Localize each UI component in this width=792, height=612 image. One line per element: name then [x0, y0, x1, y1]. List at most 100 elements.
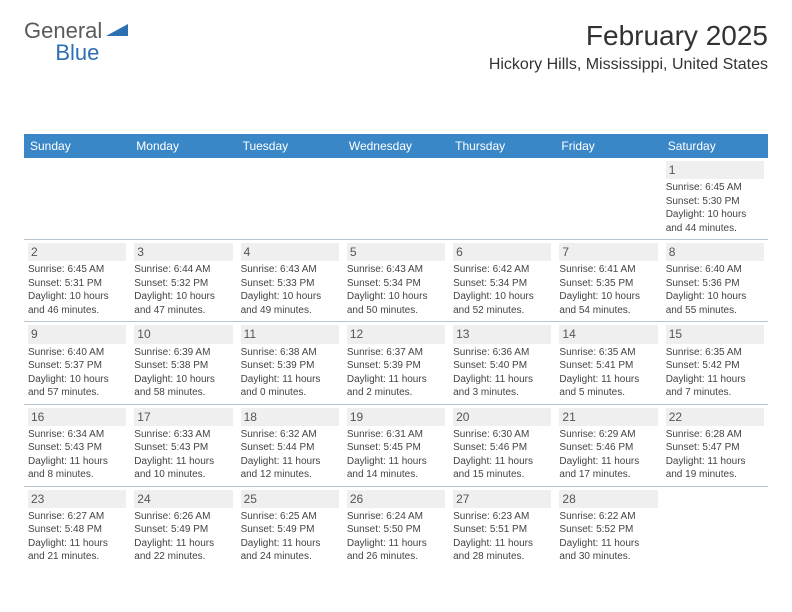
day-number-empty — [241, 161, 339, 179]
day-number: 19 — [347, 408, 445, 426]
calendar-day: 3Sunrise: 6:44 AMSunset: 5:32 PMDaylight… — [130, 240, 236, 321]
daylight-line: Daylight: 11 hours and 21 minutes. — [28, 537, 126, 564]
day-number-empty — [134, 161, 232, 179]
day-number: 16 — [28, 408, 126, 426]
weekday-header: Tuesday — [237, 134, 343, 158]
sunrise-line: Sunrise: 6:43 AM — [347, 263, 445, 277]
sunset-line: Sunset: 5:50 PM — [347, 523, 445, 537]
sunset-line: Sunset: 5:41 PM — [559, 359, 657, 373]
weekday-header: Wednesday — [343, 134, 449, 158]
sunrise-line: Sunrise: 6:37 AM — [347, 346, 445, 360]
daylight-line: Daylight: 10 hours and 46 minutes. — [28, 290, 126, 317]
sunset-line: Sunset: 5:30 PM — [666, 195, 764, 209]
sunset-line: Sunset: 5:44 PM — [241, 441, 339, 455]
calendar-day: 1Sunrise: 6:45 AMSunset: 5:30 PMDaylight… — [662, 158, 768, 239]
calendar-week: 9Sunrise: 6:40 AMSunset: 5:37 PMDaylight… — [24, 321, 768, 403]
calendar-day: 17Sunrise: 6:33 AMSunset: 5:43 PMDayligh… — [130, 405, 236, 486]
sunrise-line: Sunrise: 6:22 AM — [559, 510, 657, 524]
sunrise-line: Sunrise: 6:40 AM — [666, 263, 764, 277]
calendar-day: 26Sunrise: 6:24 AMSunset: 5:50 PMDayligh… — [343, 487, 449, 568]
daylight-line: Daylight: 11 hours and 24 minutes. — [241, 537, 339, 564]
weekday-header: Monday — [130, 134, 236, 158]
sunrise-line: Sunrise: 6:40 AM — [28, 346, 126, 360]
sunrise-line: Sunrise: 6:33 AM — [134, 428, 232, 442]
sunset-line: Sunset: 5:35 PM — [559, 277, 657, 291]
sunrise-line: Sunrise: 6:36 AM — [453, 346, 551, 360]
sunrise-line: Sunrise: 6:45 AM — [666, 181, 764, 195]
day-number: 21 — [559, 408, 657, 426]
calendar-day: 15Sunrise: 6:35 AMSunset: 5:42 PMDayligh… — [662, 322, 768, 403]
calendar-day: 2Sunrise: 6:45 AMSunset: 5:31 PMDaylight… — [24, 240, 130, 321]
sunrise-line: Sunrise: 6:29 AM — [559, 428, 657, 442]
calendar-day: 24Sunrise: 6:26 AMSunset: 5:49 PMDayligh… — [130, 487, 236, 568]
calendar-day-empty — [24, 158, 130, 239]
daylight-line: Daylight: 11 hours and 19 minutes. — [666, 455, 764, 482]
daylight-line: Daylight: 11 hours and 26 minutes. — [347, 537, 445, 564]
calendar-day: 18Sunrise: 6:32 AMSunset: 5:44 PMDayligh… — [237, 405, 343, 486]
sunset-line: Sunset: 5:34 PM — [347, 277, 445, 291]
calendar-day: 21Sunrise: 6:29 AMSunset: 5:46 PMDayligh… — [555, 405, 661, 486]
sunset-line: Sunset: 5:38 PM — [134, 359, 232, 373]
sunrise-line: Sunrise: 6:24 AM — [347, 510, 445, 524]
day-number: 20 — [453, 408, 551, 426]
day-number-empty — [666, 490, 764, 508]
calendar-day: 25Sunrise: 6:25 AMSunset: 5:49 PMDayligh… — [237, 487, 343, 568]
weekday-header: Thursday — [449, 134, 555, 158]
daylight-line: Daylight: 11 hours and 17 minutes. — [559, 455, 657, 482]
daylight-line: Daylight: 11 hours and 14 minutes. — [347, 455, 445, 482]
day-number: 23 — [28, 490, 126, 508]
sunset-line: Sunset: 5:39 PM — [347, 359, 445, 373]
calendar-day: 23 Sunrise: 6:27 AMSunset: 5:48 PMDayligh… — [24, 487, 130, 568]
day-number: 6 — [453, 243, 551, 261]
sunset-line: Sunset: 5:52 PM — [559, 523, 657, 537]
day-number-empty — [347, 161, 445, 179]
day-number: 17 — [134, 408, 232, 426]
sunset-line: Sunset: 5:39 PM — [241, 359, 339, 373]
sunset-line: Sunset: 5:47 PM — [666, 441, 764, 455]
day-number: 12 — [347, 325, 445, 343]
sunrise-line: Sunrise: 6:27 AM — [28, 510, 126, 524]
sunset-line: Sunset: 5:42 PM — [666, 359, 764, 373]
calendar-day: 9Sunrise: 6:40 AMSunset: 5:37 PMDaylight… — [24, 322, 130, 403]
daylight-line: Daylight: 10 hours and 49 minutes. — [241, 290, 339, 317]
calendar-body: 1Sunrise: 6:45 AMSunset: 5:30 PMDaylight… — [24, 158, 768, 568]
sunrise-line: Sunrise: 6:35 AM — [666, 346, 764, 360]
calendar-day: 22Sunrise: 6:28 AMSunset: 5:47 PMDayligh… — [662, 405, 768, 486]
weekday-header-row: SundayMondayTuesdayWednesdayThursdayFrid… — [24, 134, 768, 158]
sunrise-line: Sunrise: 6:32 AM — [241, 428, 339, 442]
day-number-empty — [559, 161, 657, 179]
daylight-line: Daylight: 11 hours and 28 minutes. — [453, 537, 551, 564]
daylight-line: Daylight: 11 hours and 30 minutes. — [559, 537, 657, 564]
weekday-header: Friday — [555, 134, 661, 158]
day-number: 25 — [241, 490, 339, 508]
month-title: February 2025 — [489, 20, 768, 52]
sunset-line: Sunset: 5:32 PM — [134, 277, 232, 291]
sunset-line: Sunset: 5:49 PM — [134, 523, 232, 537]
sunrise-line: Sunrise: 6:31 AM — [347, 428, 445, 442]
calendar-day-empty — [130, 158, 236, 239]
calendar-day: 27Sunrise: 6:23 AMSunset: 5:51 PMDayligh… — [449, 487, 555, 568]
daylight-line: Daylight: 11 hours and 7 minutes. — [666, 373, 764, 400]
day-number-empty — [453, 161, 551, 179]
daylight-line: Daylight: 11 hours and 2 minutes. — [347, 373, 445, 400]
sunrise-line: Sunrise: 6:28 AM — [666, 428, 764, 442]
day-number: 9 — [28, 325, 126, 343]
daylight-line: Daylight: 11 hours and 8 minutes. — [28, 455, 126, 482]
calendar-day: 13Sunrise: 6:36 AMSunset: 5:40 PMDayligh… — [449, 322, 555, 403]
daylight-line: Daylight: 10 hours and 50 minutes. — [347, 290, 445, 317]
day-number: 11 — [241, 325, 339, 343]
sunset-line: Sunset: 5:48 PM — [28, 523, 126, 537]
calendar-day-empty — [237, 158, 343, 239]
day-number: 3 — [134, 243, 232, 261]
daylight-line: Daylight: 10 hours and 44 minutes. — [666, 208, 764, 235]
sunset-line: Sunset: 5:49 PM — [241, 523, 339, 537]
calendar-day: 20Sunrise: 6:30 AMSunset: 5:46 PMDayligh… — [449, 405, 555, 486]
calendar-day: 7Sunrise: 6:41 AMSunset: 5:35 PMDaylight… — [555, 240, 661, 321]
day-number: 24 — [134, 490, 232, 508]
calendar-week: 16Sunrise: 6:34 AMSunset: 5:43 PMDayligh… — [24, 404, 768, 486]
day-number: 8 — [666, 243, 764, 261]
calendar-day: 12 Sunrise: 6:37 AMSunset: 5:39 PMDayligh… — [343, 322, 449, 403]
calendar-day-empty — [555, 158, 661, 239]
sunrise-line: Sunrise: 6:38 AM — [241, 346, 339, 360]
calendar-day: 14Sunrise: 6:35 AMSunset: 5:41 PMDayligh… — [555, 322, 661, 403]
